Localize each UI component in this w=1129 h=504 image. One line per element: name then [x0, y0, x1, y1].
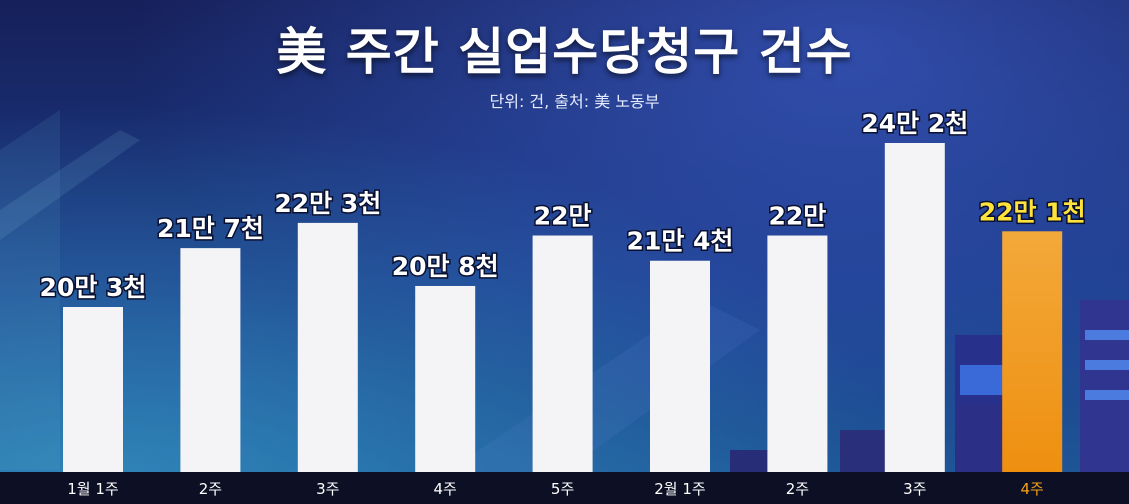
data-label-5: 22만 — [534, 202, 592, 231]
x-tick-label-7: 2주 — [786, 480, 809, 498]
bar-6 — [650, 260, 710, 472]
x-tick-label-6: 2월 1주 — [654, 480, 705, 498]
x-tick-label-4: 4주 — [434, 480, 457, 498]
chart-subtitle: 단위: 건, 출처: 美 노동부 — [489, 92, 660, 111]
bar-1 — [63, 307, 123, 472]
bar-5 — [532, 235, 593, 472]
data-label-7: 22만 — [769, 202, 827, 231]
x-tick-label-5: 5주 — [551, 480, 574, 498]
data-label-3: 22만 3천 — [274, 189, 381, 218]
x-tick-label-8: 3주 — [903, 480, 926, 498]
bar-3 — [297, 222, 358, 472]
data-label-6: 21만 4천 — [627, 227, 734, 256]
data-label-1: 20만 3천 — [40, 273, 147, 302]
data-label-2: 21만 7천 — [157, 214, 264, 243]
bar-7 — [767, 235, 828, 472]
chart-title: 美 주간 실업수당청구 건수 — [276, 23, 853, 81]
x-tick-label-1: 1월 1주 — [67, 480, 118, 498]
bar-4 — [415, 285, 476, 472]
x-tick-label-9: 4주 — [1021, 480, 1044, 498]
data-label-8: 24만 2천 — [861, 109, 968, 138]
bar-2 — [180, 248, 241, 472]
x-axis-band — [0, 472, 1129, 504]
bar-8 — [884, 143, 945, 472]
data-label-9: 22만 1천 — [979, 197, 1086, 226]
data-label-4: 20만 8천 — [392, 252, 499, 281]
bar-9 — [1002, 231, 1063, 472]
x-tick-label-2: 2주 — [199, 480, 222, 498]
x-tick-label-3: 3주 — [316, 480, 339, 498]
